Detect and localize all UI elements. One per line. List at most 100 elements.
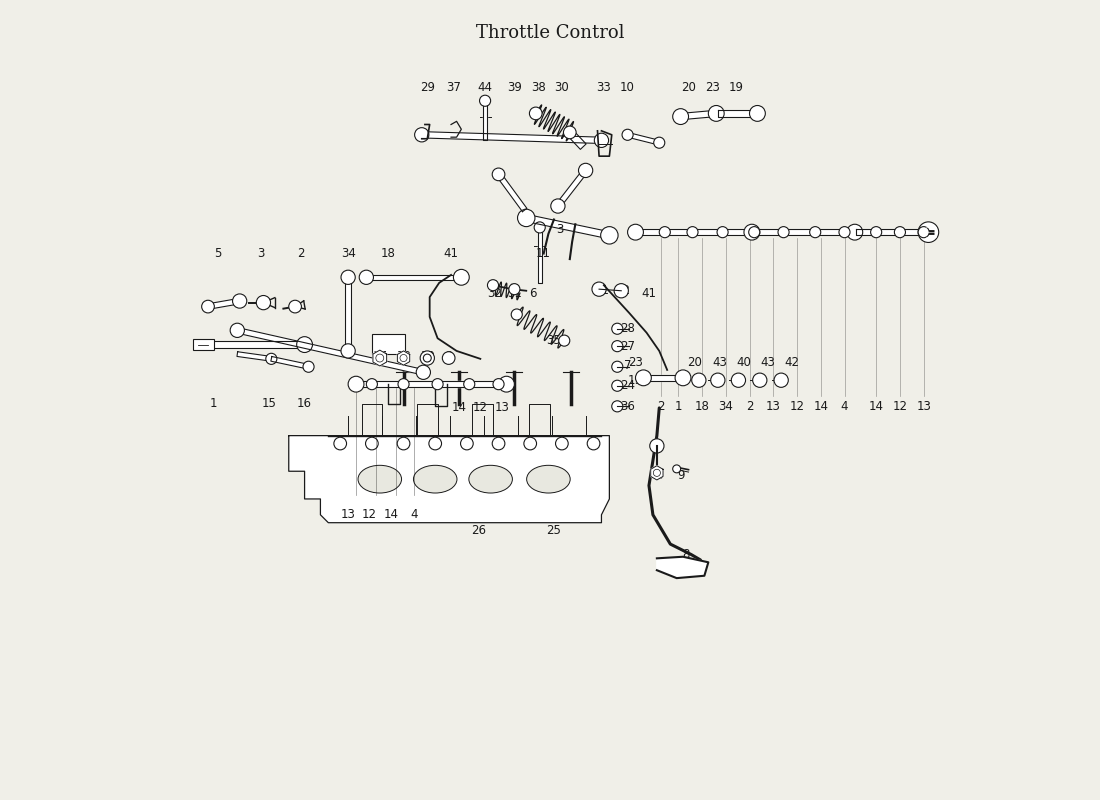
Circle shape bbox=[415, 128, 429, 142]
Circle shape bbox=[612, 341, 623, 352]
Text: 1: 1 bbox=[210, 398, 218, 410]
Polygon shape bbox=[345, 278, 351, 351]
Circle shape bbox=[492, 438, 505, 450]
Circle shape bbox=[524, 438, 537, 450]
Text: 28: 28 bbox=[620, 322, 635, 335]
Circle shape bbox=[918, 226, 930, 238]
Circle shape bbox=[376, 354, 384, 362]
Text: 3: 3 bbox=[257, 247, 265, 260]
Text: 20: 20 bbox=[681, 81, 696, 94]
Polygon shape bbox=[483, 101, 487, 140]
Text: 20: 20 bbox=[686, 355, 702, 369]
Circle shape bbox=[563, 126, 576, 138]
Text: 7: 7 bbox=[624, 359, 631, 373]
Circle shape bbox=[810, 226, 821, 238]
Polygon shape bbox=[289, 436, 609, 522]
Circle shape bbox=[341, 344, 355, 358]
Text: 6: 6 bbox=[529, 286, 537, 300]
Text: 37: 37 bbox=[446, 81, 461, 94]
Circle shape bbox=[230, 323, 244, 338]
Polygon shape bbox=[397, 351, 409, 365]
Polygon shape bbox=[651, 466, 663, 480]
Circle shape bbox=[692, 373, 706, 387]
Circle shape bbox=[201, 300, 214, 313]
Circle shape bbox=[847, 224, 862, 240]
Circle shape bbox=[778, 226, 789, 238]
Circle shape bbox=[400, 354, 407, 362]
Polygon shape bbox=[198, 341, 305, 348]
Text: 34: 34 bbox=[718, 400, 734, 413]
Text: 40: 40 bbox=[737, 355, 751, 369]
Text: 12: 12 bbox=[892, 400, 907, 413]
Circle shape bbox=[429, 438, 441, 450]
Text: 22: 22 bbox=[615, 284, 630, 298]
Circle shape bbox=[559, 335, 570, 346]
Text: 1: 1 bbox=[674, 400, 682, 413]
Text: 3: 3 bbox=[556, 223, 563, 236]
Text: 38: 38 bbox=[530, 81, 546, 94]
Text: 9: 9 bbox=[676, 469, 684, 482]
Text: 38: 38 bbox=[396, 350, 411, 363]
Text: 23: 23 bbox=[705, 81, 719, 94]
Circle shape bbox=[870, 226, 882, 238]
Polygon shape bbox=[644, 374, 683, 381]
FancyBboxPatch shape bbox=[192, 339, 213, 350]
Text: 25: 25 bbox=[547, 524, 561, 537]
Text: 23: 23 bbox=[628, 355, 642, 369]
Circle shape bbox=[551, 199, 565, 213]
Circle shape bbox=[894, 226, 905, 238]
Circle shape bbox=[579, 163, 593, 178]
Polygon shape bbox=[496, 173, 527, 212]
Circle shape bbox=[480, 95, 491, 106]
Circle shape bbox=[653, 470, 660, 476]
Circle shape bbox=[614, 284, 628, 298]
Circle shape bbox=[744, 224, 760, 240]
Text: 41: 41 bbox=[443, 247, 459, 260]
Text: 21: 21 bbox=[594, 284, 609, 298]
Text: 12: 12 bbox=[362, 508, 377, 522]
Text: 14: 14 bbox=[813, 400, 828, 413]
Circle shape bbox=[675, 370, 691, 386]
Circle shape bbox=[348, 376, 364, 392]
Polygon shape bbox=[236, 352, 272, 361]
Circle shape bbox=[749, 106, 766, 122]
Text: 18: 18 bbox=[381, 247, 395, 260]
Text: 2: 2 bbox=[746, 400, 754, 413]
Circle shape bbox=[366, 378, 377, 390]
Circle shape bbox=[601, 226, 618, 244]
Circle shape bbox=[659, 226, 670, 238]
Polygon shape bbox=[718, 110, 758, 117]
Circle shape bbox=[587, 438, 600, 450]
Text: 16: 16 bbox=[297, 398, 312, 410]
Circle shape bbox=[535, 222, 546, 233]
Text: 14: 14 bbox=[869, 400, 883, 413]
Polygon shape bbox=[421, 132, 602, 143]
Text: 2: 2 bbox=[297, 247, 305, 260]
Text: 10: 10 bbox=[620, 81, 635, 94]
Polygon shape bbox=[754, 229, 855, 235]
Circle shape bbox=[839, 226, 850, 238]
Text: 27: 27 bbox=[620, 340, 635, 353]
Circle shape bbox=[442, 352, 455, 364]
Polygon shape bbox=[857, 229, 928, 235]
Polygon shape bbox=[680, 110, 716, 120]
Circle shape bbox=[420, 351, 434, 365]
Text: 39: 39 bbox=[420, 350, 434, 363]
Circle shape bbox=[636, 370, 651, 386]
Ellipse shape bbox=[358, 466, 402, 493]
Text: 33: 33 bbox=[596, 81, 612, 94]
Text: 42: 42 bbox=[784, 355, 799, 369]
Ellipse shape bbox=[527, 466, 570, 493]
Circle shape bbox=[302, 362, 315, 372]
Circle shape bbox=[517, 210, 535, 226]
Circle shape bbox=[453, 270, 470, 286]
Text: 11: 11 bbox=[536, 247, 551, 260]
Circle shape bbox=[918, 222, 938, 242]
Circle shape bbox=[621, 130, 634, 140]
Circle shape bbox=[612, 362, 623, 372]
Circle shape bbox=[256, 295, 271, 310]
Circle shape bbox=[509, 284, 520, 294]
Circle shape bbox=[592, 282, 606, 296]
Circle shape bbox=[529, 107, 542, 120]
Text: 8: 8 bbox=[682, 548, 690, 561]
